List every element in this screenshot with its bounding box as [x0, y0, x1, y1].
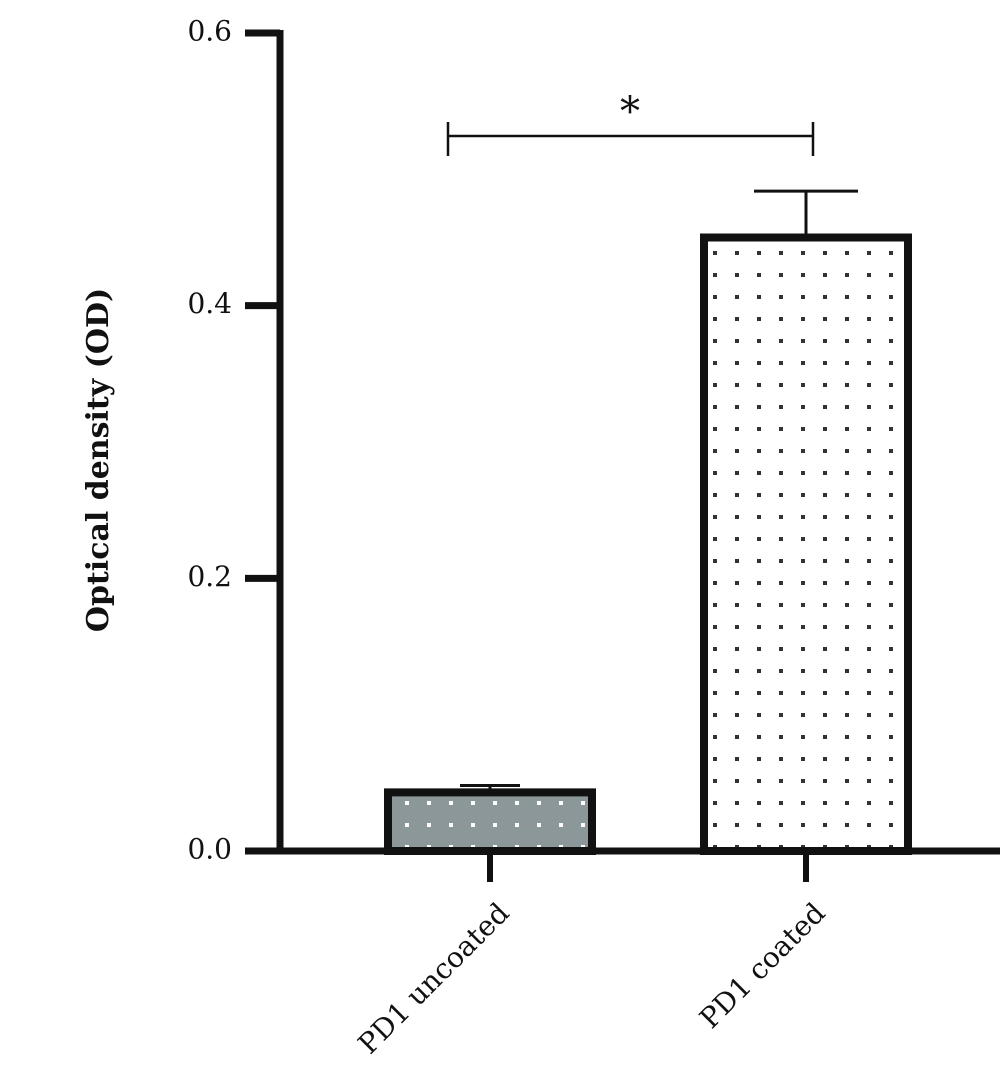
x-tick-label: PD1 uncoated [352, 896, 516, 1060]
y-tick-label: 0.0 [187, 833, 232, 866]
annotation: * [620, 89, 640, 135]
y-tick-label: 0.2 [187, 560, 232, 593]
y-axis-label: Optical density (OD) [81, 288, 116, 632]
bar-pattern [392, 796, 588, 847]
y-tick-label: 0.6 [187, 15, 232, 48]
bar-pattern [708, 241, 904, 847]
y-tick-label: 0.4 [187, 287, 232, 320]
x-tick-label: PD1 coated [693, 896, 832, 1035]
